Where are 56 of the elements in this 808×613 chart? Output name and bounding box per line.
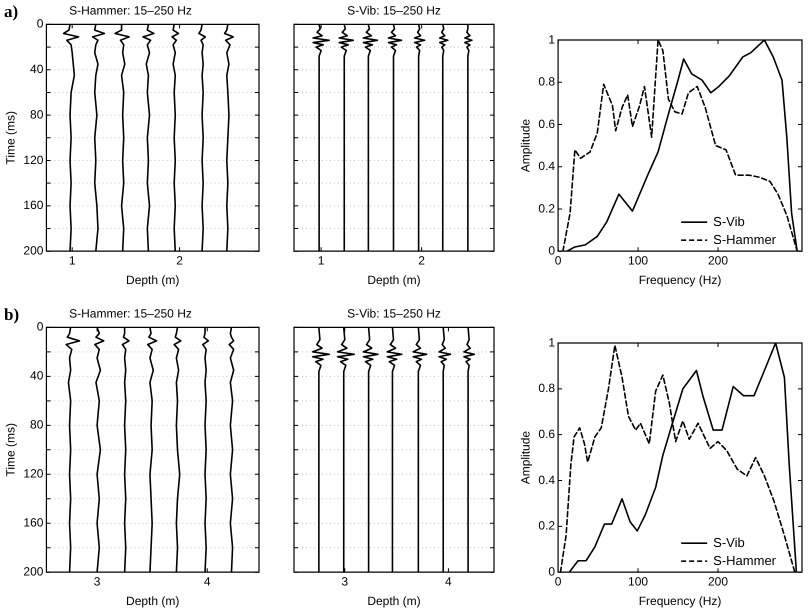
y-axis-title: Amplitude <box>518 118 533 172</box>
y-tick-label: 40 <box>30 62 44 76</box>
y-tick-label: 80 <box>30 107 44 122</box>
x-tick-label: 4 <box>204 574 211 589</box>
x-tick-label: 4 <box>445 574 452 589</box>
y-tick-label: 0.4 <box>538 159 556 174</box>
y-tick-label: 0.2 <box>538 201 556 216</box>
x-tick-label: 1 <box>68 254 76 268</box>
legend-label: S-Hammer <box>713 232 777 247</box>
chart-title: S-Hammer: 15–250 Hz <box>69 306 192 321</box>
y-tick-label: 1 <box>548 335 556 350</box>
y-tick-label: 160 <box>23 516 44 530</box>
legend-label: S-Vib <box>713 214 745 229</box>
x-tick-label: 3 <box>341 574 348 589</box>
y-tick-label: 120 <box>23 466 44 481</box>
x-axis-title: Depth (m) <box>367 273 421 288</box>
chart-title: S-Hammer: 15–250 Hz <box>69 4 192 18</box>
x-tick-label: 200 <box>708 574 728 589</box>
legend-label: S-Hammer <box>713 552 777 568</box>
x-axis-title: Depth (m) <box>126 273 180 288</box>
y-tick-label: 0.6 <box>538 426 556 441</box>
y-axis-title: Time (ms) <box>4 423 18 477</box>
y-tick-label: 0.6 <box>538 116 556 131</box>
y-tick-label: 0 <box>36 16 44 31</box>
y-axis-title: Amplitude <box>518 430 533 484</box>
text: a) <box>4 2 18 21</box>
y-tick-label: 40 <box>30 368 44 383</box>
x-tick-label: 200 <box>708 254 728 268</box>
y-tick-label: 120 <box>23 152 44 167</box>
x-tick-label: 3 <box>94 574 101 589</box>
y-tick-label: 0 <box>548 244 556 258</box>
text: b) <box>4 304 20 324</box>
y-tick-label: 80 <box>30 418 44 432</box>
x-tick-label: 1 <box>318 254 325 268</box>
y-tick-label: 200 <box>23 244 44 258</box>
chart-title: S-Vib: 15–250 Hz <box>347 306 441 321</box>
y-tick-label: 0.2 <box>538 518 556 533</box>
y-tick-label: 160 <box>23 198 44 212</box>
x-tick-label: 2 <box>176 254 184 268</box>
x-axis-title: Depth (m) <box>367 594 421 608</box>
y-axis-title: Time (ms) <box>4 111 18 165</box>
chart-title: S-Vib: 15–250 Hz <box>347 4 441 18</box>
y-tick-label: 0 <box>36 320 44 334</box>
x-axis-title: Frequency (Hz) <box>638 273 722 288</box>
y-tick-label: 0.4 <box>538 472 556 487</box>
x-tick-label: 100 <box>628 574 648 589</box>
x-axis-title: Frequency (Hz) <box>638 594 722 608</box>
legend-label: S-Vib <box>713 534 745 550</box>
y-tick-label: 0.8 <box>538 381 556 396</box>
y-tick-label: 200 <box>23 564 44 579</box>
y-tick-label: 0 <box>548 564 556 579</box>
x-tick-label: 2 <box>418 254 426 268</box>
y-tick-label: 0.8 <box>538 74 556 89</box>
y-tick-label: 1 <box>548 32 556 46</box>
x-tick-label: 100 <box>628 254 648 268</box>
x-axis-title: Depth (m) <box>126 594 180 608</box>
